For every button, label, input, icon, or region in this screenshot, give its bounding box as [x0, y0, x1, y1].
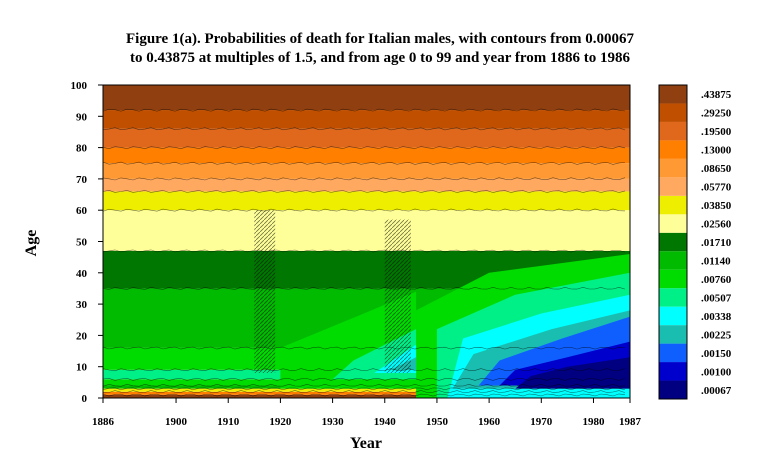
legend-swatch — [659, 380, 687, 399]
y-tick-label: 20 — [76, 330, 88, 342]
contour-band-2 — [103, 388, 630, 392]
x-tick-label: 1940 — [374, 416, 397, 428]
legend-label: .00338 — [701, 311, 732, 323]
legend-label: .08650 — [701, 163, 732, 175]
contour-line-6 — [103, 368, 626, 372]
y-tick-label: 100 — [71, 80, 88, 92]
contour-band-16 — [103, 85, 630, 111]
y-tick-label: 10 — [76, 362, 88, 374]
legend-label: .00150 — [701, 348, 732, 360]
y-tick-label: 50 — [76, 237, 88, 249]
x-tick-label: 1886 — [92, 416, 115, 428]
legend-label: .00225 — [701, 329, 732, 341]
legend-swatch — [659, 269, 687, 289]
color-legend: .00067 .00100 .00150 .00225 .00338 .00507 .007… — [658, 84, 732, 400]
contour-band-1 — [103, 391, 630, 395]
x-tick-label: 1987 — [619, 416, 642, 428]
legend-swatch — [659, 232, 687, 252]
contour-line-14 — [103, 146, 626, 150]
x-tick-label: 1960 — [478, 416, 501, 428]
x-axis-label: Year — [350, 435, 382, 450]
legend-swatch — [659, 177, 687, 196]
legend-label: .00067 — [701, 385, 732, 397]
x-tick-label: 1900 — [165, 416, 188, 428]
legend-swatch — [659, 195, 687, 215]
x-tick-label: 1950 — [426, 416, 449, 428]
contour-band-13 — [103, 147, 630, 164]
contour-line-3 — [103, 387, 626, 391]
axes: 1886 1900 1910 1920 1930 1940 1950 1960 1970 1980… — [71, 80, 642, 428]
y-tick-label: 70 — [76, 174, 88, 186]
chart-title-line-2: to 0.43875 at multiples of 1.5, and from… — [130, 50, 630, 66]
legend-label: .19500 — [701, 126, 732, 138]
y-tick-label: 40 — [76, 268, 88, 280]
contour-band-10 — [103, 191, 630, 211]
contour-line-7 — [103, 346, 626, 350]
contour-line-8 — [103, 286, 626, 290]
legend-label: .00100 — [701, 366, 732, 378]
legend-swatch — [659, 140, 687, 159]
legend-label: .00760 — [701, 274, 732, 286]
y-tick-label: 80 — [76, 143, 88, 155]
chart-title-line-1: Figure 1(a). Probabilities of death for … — [125, 31, 635, 47]
contour-line-10 — [103, 208, 626, 212]
x-tick-label: 1930 — [322, 416, 345, 428]
x-tick-label: 1970 — [530, 416, 553, 428]
legend-label: .05770 — [701, 182, 732, 194]
x-tick-label: 1920 — [269, 416, 292, 428]
legend-label: .29250 — [701, 108, 732, 120]
contour-band-11 — [103, 178, 630, 192]
legend-swatch — [659, 288, 687, 307]
contour-line-9 — [103, 249, 626, 253]
contour-line-16 — [103, 108, 626, 112]
contour-line-5 — [103, 377, 626, 381]
legend-label: .02560 — [701, 219, 732, 231]
legend-label: .01710 — [701, 237, 732, 249]
contour-line-2 — [103, 390, 626, 393]
legend-label: .03850 — [701, 200, 732, 212]
plot-area — [103, 85, 630, 398]
crisis-period-1 — [384, 219, 411, 373]
contour-region-6 — [515, 357, 630, 389]
legend-swatch — [659, 306, 687, 326]
legend-label: .01140 — [701, 255, 731, 267]
y-axis-label: Age — [23, 230, 40, 257]
x-tick-label: 1980 — [582, 416, 605, 428]
contour-line-13 — [103, 161, 626, 165]
contour-line-1 — [103, 393, 626, 397]
y-tick-label: 60 — [76, 205, 88, 217]
x-tick-label: 1910 — [217, 416, 240, 428]
chart-title: Figure 1(a). Probabilities of death for … — [60, 30, 700, 68]
legend-swatch — [659, 362, 687, 381]
legend-frame — [658, 84, 688, 400]
y-tick-label: 30 — [76, 299, 88, 311]
contour-band-14 — [103, 128, 630, 148]
legend-swatch — [659, 85, 687, 104]
contour-line-11 — [103, 189, 626, 193]
legend-swatch — [659, 158, 687, 178]
contour-band-9 — [103, 210, 630, 251]
contour-band-15 — [103, 110, 630, 129]
crisis-period-0 — [254, 210, 276, 373]
legend-swatch — [659, 325, 687, 344]
legend-swatch — [659, 214, 687, 233]
legend-swatch — [659, 121, 687, 141]
y-tick-label: 90 — [76, 111, 88, 123]
legend-label: .00507 — [701, 292, 732, 304]
legend-swatch — [659, 343, 687, 363]
contour-line-15 — [103, 127, 626, 131]
legend-label: .43875 — [701, 89, 732, 101]
legend-swatch — [659, 251, 687, 270]
legend-label: .13000 — [701, 145, 732, 157]
y-tick-label: 0 — [82, 393, 88, 405]
contour-line-12 — [103, 177, 626, 181]
contour-line-4 — [103, 383, 626, 387]
contour-band-12 — [103, 163, 630, 179]
legend-swatch — [659, 103, 687, 122]
contour-band-0 — [103, 394, 630, 398]
